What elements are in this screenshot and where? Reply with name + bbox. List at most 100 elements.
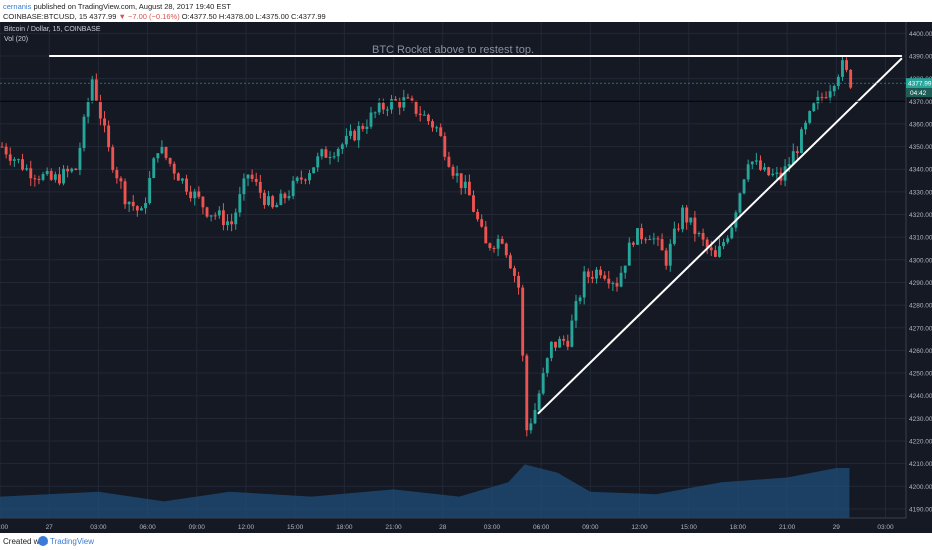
- candle-body: [12, 159, 16, 161]
- candle-body: [771, 173, 775, 176]
- x-tick-label: 27: [46, 524, 54, 531]
- candle-body: [668, 243, 672, 266]
- candle-body: [828, 91, 832, 98]
- candle-body: [763, 167, 767, 170]
- candle-body: [472, 195, 475, 212]
- tradingview-link[interactable]: TradingView: [50, 537, 95, 546]
- x-tick-label: 21:00: [385, 524, 402, 531]
- candle-body: [418, 113, 422, 116]
- candle-body: [25, 168, 29, 170]
- candle-body: [611, 283, 615, 285]
- candle-body: [640, 228, 644, 240]
- candle-body: [332, 156, 336, 158]
- tradingview-logo-icon: [38, 536, 48, 546]
- candle-body: [328, 157, 332, 159]
- candle-body: [193, 191, 197, 199]
- candle-body: [127, 201, 131, 205]
- y-tick-label: 4220.00: [909, 438, 932, 445]
- candle-body: [697, 233, 701, 235]
- candle-body: [78, 147, 82, 171]
- candle-body: [804, 122, 807, 130]
- x-tick-label: 21:00: [0, 524, 9, 531]
- y-tick-label: 4270.00: [909, 325, 932, 332]
- candle-body: [816, 96, 820, 104]
- candle-body: [238, 194, 242, 213]
- candle-body: [439, 127, 443, 137]
- candle-body: [172, 163, 176, 174]
- candle-body: [221, 210, 225, 226]
- candle-body: [791, 151, 795, 165]
- candle-body: [607, 278, 611, 284]
- candle-body: [463, 181, 467, 189]
- candle-body: [406, 97, 410, 99]
- candle-body: [681, 207, 685, 230]
- candle-body: [213, 215, 217, 217]
- candle-body: [414, 100, 418, 114]
- candle-body: [545, 358, 549, 374]
- x-tick-label: 15:00: [681, 524, 698, 531]
- candle-body: [656, 238, 660, 240]
- candle-body: [21, 159, 24, 170]
- candle-body: [521, 287, 525, 356]
- candle-body: [361, 126, 365, 129]
- candle-body: [37, 179, 41, 181]
- y-tick-label: 4390.00: [909, 53, 932, 60]
- chart-header: cernanis published on TradingView.com, A…: [0, 0, 932, 22]
- candle-body: [168, 157, 172, 164]
- candle-body: [504, 243, 508, 256]
- chart-plot-area[interactable]: 4190.00 4200.00 4210.00 4220.00 4230.00 4240.…: [0, 22, 932, 533]
- y-tick-label: 4400.00: [909, 31, 932, 38]
- candle-body: [205, 207, 209, 217]
- y-tick-label: 4200.00: [909, 484, 932, 491]
- candle-body: [295, 177, 299, 181]
- candle-body: [586, 271, 590, 278]
- x-tick-label: 12:00: [631, 524, 648, 531]
- candle-body: [152, 158, 156, 178]
- candle-body: [299, 177, 303, 180]
- candle-body: [525, 355, 529, 431]
- candle-body: [795, 151, 799, 153]
- candle-body: [648, 239, 652, 241]
- candle-body: [41, 174, 45, 180]
- x-tick-label: 03:00: [484, 524, 501, 531]
- candle-body: [443, 136, 447, 157]
- candle-body: [615, 283, 619, 287]
- candle-body: [578, 297, 582, 302]
- author-link[interactable]: cernanis: [3, 2, 32, 11]
- candle-body: [435, 127, 439, 129]
- published-text: published on TradingView.com, August 28,…: [33, 2, 231, 11]
- price-chart[interactable]: 4190.00 4200.00 4210.00 4220.00 4230.00 4240.…: [0, 22, 932, 533]
- candle-body: [353, 130, 357, 141]
- candle-body: [197, 191, 201, 197]
- candle-body: [148, 177, 152, 204]
- candle-body: [664, 250, 668, 266]
- candle-body: [103, 118, 106, 126]
- candle-body: [742, 179, 746, 194]
- candle-body: [652, 238, 656, 240]
- y-tick-label: 4350.00: [909, 144, 932, 151]
- candle-body: [131, 201, 135, 207]
- candle-body: [369, 112, 373, 127]
- candle-body: [226, 221, 229, 226]
- candle-body: [381, 103, 385, 110]
- candle-body: [373, 112, 377, 114]
- candle-body: [246, 174, 250, 179]
- candle-body: [250, 174, 254, 179]
- x-tick-label: 03:00: [90, 524, 107, 531]
- candle-body: [180, 178, 184, 181]
- candle-body: [431, 121, 434, 128]
- candle-body: [558, 338, 562, 348]
- price-change: ▼ −7.00 (−0.16%): [118, 12, 180, 21]
- candle-body: [262, 192, 266, 206]
- candle-body: [836, 76, 840, 87]
- candle-body: [426, 114, 430, 122]
- trendline: [537, 57, 903, 415]
- candle-body: [447, 156, 451, 167]
- candle-body: [459, 173, 463, 189]
- candle-body: [135, 206, 139, 211]
- candle-body: [144, 203, 147, 209]
- candle-body: [636, 228, 639, 245]
- candle-body: [582, 271, 586, 298]
- candle-body: [230, 221, 234, 225]
- candle-body: [242, 178, 246, 195]
